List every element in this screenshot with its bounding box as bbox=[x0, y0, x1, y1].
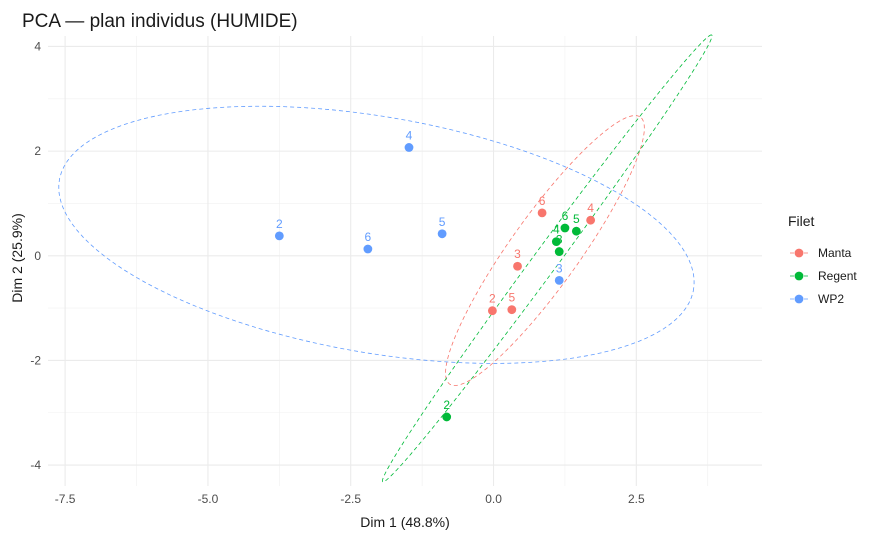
y-tick-label: -2 bbox=[30, 353, 41, 367]
data-points bbox=[274, 143, 596, 422]
x-tick-label: 0.0 bbox=[485, 492, 502, 506]
point-regent-5 bbox=[571, 226, 581, 236]
point-label-wp2-2: 2 bbox=[276, 217, 283, 231]
grid bbox=[48, 36, 762, 486]
point-label-regent-4: 4 bbox=[553, 223, 560, 237]
x-tick-label: -5.0 bbox=[198, 492, 219, 506]
x-axis-label: Dim 1 (48.8%) bbox=[360, 514, 449, 530]
point-wp2-3 bbox=[554, 275, 564, 285]
legend-key-dot bbox=[794, 271, 804, 281]
point-label-manta-5: 5 bbox=[508, 291, 515, 305]
point-wp2-4 bbox=[404, 143, 414, 152]
point-regent-4 bbox=[551, 237, 561, 247]
point-label-regent-6: 6 bbox=[562, 209, 569, 223]
point-label-manta-2: 2 bbox=[489, 292, 496, 306]
point-wp2-5 bbox=[437, 229, 447, 239]
point-regent-6 bbox=[560, 223, 570, 233]
point-label-regent-3: 3 bbox=[556, 233, 563, 247]
legend-label-manta: Manta bbox=[818, 246, 852, 260]
point-label-manta-6: 6 bbox=[539, 194, 546, 208]
legend-key-dot bbox=[794, 248, 804, 258]
x-tick-label: -2.5 bbox=[340, 492, 361, 506]
point-manta-2 bbox=[487, 306, 497, 316]
x-axis-ticks: -7.5 -5.0 -2.5 0.0 2.5 bbox=[55, 492, 645, 506]
point-manta-6 bbox=[537, 208, 547, 218]
legend-label-wp2: WP2 bbox=[818, 292, 844, 306]
confidence-ellipses bbox=[58, 34, 713, 483]
y-tick-label: 0 bbox=[34, 249, 41, 263]
ellipse-regent bbox=[382, 34, 713, 483]
chart-title: PCA — plan individus (HUMIDE) bbox=[22, 11, 298, 32]
point-wp2-6 bbox=[363, 244, 373, 254]
x-tick-label: -7.5 bbox=[55, 492, 76, 506]
point-label-wp2-5: 5 bbox=[439, 215, 446, 229]
point-manta-3 bbox=[513, 261, 522, 271]
point-label-manta-4: 4 bbox=[587, 201, 594, 215]
point-label-manta-3: 3 bbox=[514, 247, 521, 261]
legend-items: Manta Regent WP2 bbox=[790, 246, 857, 306]
point-label-wp2-4: 4 bbox=[406, 128, 413, 142]
point-regent-2 bbox=[442, 412, 452, 422]
x-tick-label: 2.5 bbox=[628, 492, 645, 506]
legend: Filet Manta Regent WP2 bbox=[788, 213, 857, 306]
point-label-wp2-6: 6 bbox=[365, 230, 372, 244]
point-manta-5 bbox=[507, 305, 517, 315]
y-tick-label: 4 bbox=[34, 39, 41, 53]
y-axis-label: Dim 2 (25.9%) bbox=[9, 213, 25, 302]
point-label-regent-5: 5 bbox=[573, 212, 580, 226]
point-label-wp2-3: 3 bbox=[556, 261, 563, 275]
y-tick-label: -4 bbox=[30, 458, 41, 472]
point-label-regent-2: 2 bbox=[443, 398, 450, 412]
ellipse-manta bbox=[445, 115, 645, 386]
legend-label-regent: Regent bbox=[818, 269, 857, 283]
ellipse-wp2 bbox=[58, 105, 695, 364]
y-tick-label: 2 bbox=[34, 144, 41, 158]
y-axis-ticks: -4 -2 0 2 4 bbox=[30, 39, 41, 472]
point-regent-3 bbox=[554, 247, 564, 256]
legend-title: Filet bbox=[788, 213, 815, 229]
point-wp2-2 bbox=[274, 231, 284, 241]
point-manta-4 bbox=[586, 215, 596, 225]
legend-key-dot bbox=[794, 294, 804, 304]
